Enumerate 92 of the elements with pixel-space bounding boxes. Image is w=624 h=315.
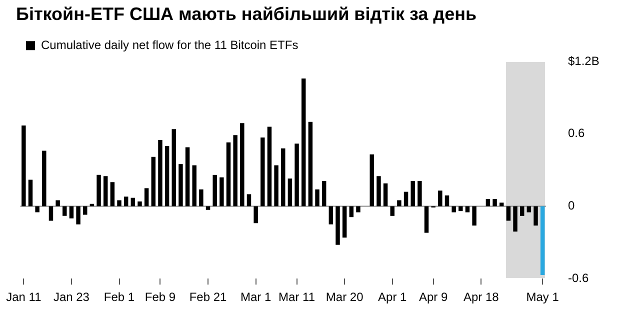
y-tick-label: 0 bbox=[568, 198, 575, 213]
bar bbox=[540, 206, 545, 275]
bar bbox=[48, 206, 54, 221]
bar bbox=[130, 198, 136, 206]
bar bbox=[226, 142, 231, 206]
bar bbox=[172, 129, 176, 206]
bar bbox=[520, 206, 524, 216]
bar bbox=[328, 206, 334, 224]
y-tick-label: $1.2B bbox=[568, 54, 600, 68]
bar bbox=[117, 200, 122, 206]
bar bbox=[158, 140, 162, 206]
bar bbox=[418, 180, 422, 206]
bar bbox=[342, 206, 347, 238]
bar bbox=[492, 199, 497, 206]
bar bbox=[301, 78, 306, 206]
x-tick-label: Jan 23 bbox=[53, 290, 90, 304]
bar bbox=[438, 190, 442, 206]
bar bbox=[69, 206, 74, 218]
bar bbox=[240, 123, 244, 206]
bar bbox=[336, 206, 340, 245]
bar bbox=[308, 122, 313, 206]
bar bbox=[294, 144, 299, 206]
bar bbox=[185, 147, 190, 206]
bar bbox=[151, 156, 156, 206]
bar bbox=[42, 150, 46, 206]
bar bbox=[322, 180, 326, 206]
bar bbox=[144, 188, 149, 206]
bar bbox=[192, 165, 196, 206]
bar bbox=[315, 189, 320, 206]
y-tick-label: -0.6 bbox=[568, 270, 590, 285]
bar bbox=[212, 174, 217, 206]
bar bbox=[370, 154, 374, 206]
bar bbox=[274, 165, 278, 206]
bar bbox=[267, 126, 272, 206]
bar bbox=[56, 200, 60, 206]
bar bbox=[233, 135, 238, 206]
bar bbox=[526, 206, 532, 212]
bar bbox=[404, 192, 408, 206]
x-tick-label: Apr 9 bbox=[419, 290, 448, 304]
bar bbox=[500, 202, 504, 206]
y-tick-label: 0.6 bbox=[568, 126, 586, 140]
bar bbox=[465, 206, 470, 212]
chart-title: Біткойн-ETF США мають найбільший відтік за день bbox=[16, 4, 477, 24]
bar bbox=[376, 176, 381, 206]
bar bbox=[486, 199, 490, 206]
bar bbox=[356, 206, 360, 212]
bar bbox=[138, 201, 142, 206]
bar bbox=[28, 180, 33, 206]
bar bbox=[410, 180, 415, 206]
bar bbox=[110, 182, 115, 206]
bar bbox=[534, 206, 538, 226]
bar bbox=[22, 125, 26, 206]
x-tick-label: Apr 1 bbox=[378, 290, 408, 304]
bar bbox=[206, 206, 210, 210]
bar bbox=[35, 206, 40, 212]
bar bbox=[246, 194, 252, 206]
bar bbox=[424, 206, 429, 233]
x-tick-label: Mar 20 bbox=[326, 290, 364, 304]
bar bbox=[103, 176, 108, 206]
bar bbox=[452, 206, 456, 212]
bar bbox=[397, 200, 402, 206]
bar bbox=[260, 138, 265, 206]
x-tick-label: Jan 11 bbox=[6, 290, 42, 304]
bar bbox=[220, 177, 224, 206]
bar bbox=[472, 206, 476, 226]
bar bbox=[164, 146, 170, 206]
bar bbox=[254, 206, 258, 224]
x-tick-label: May 1 bbox=[526, 290, 560, 304]
bar bbox=[199, 189, 204, 206]
bar bbox=[178, 164, 183, 206]
bar bbox=[513, 206, 518, 232]
bar bbox=[506, 206, 511, 221]
x-tick-label: Feb 1 bbox=[104, 290, 135, 304]
bar bbox=[458, 206, 463, 212]
x-tick-label: Mar 11 bbox=[278, 290, 316, 304]
bar bbox=[288, 178, 292, 206]
bar bbox=[90, 204, 94, 206]
bar bbox=[390, 206, 394, 216]
legend-label: Cumulative daily net flow for the 11 Bitcoin ETFs bbox=[41, 38, 298, 52]
bar bbox=[383, 183, 388, 206]
bar bbox=[349, 206, 354, 218]
bar bbox=[96, 174, 101, 206]
x-tick-label: Apr 18 bbox=[463, 290, 500, 304]
bar bbox=[83, 206, 88, 215]
x-tick-label: Feb 9 bbox=[144, 290, 176, 304]
x-tick-label: Mar 1 bbox=[240, 290, 272, 304]
x-tick-label: Feb 21 bbox=[189, 290, 228, 304]
bar bbox=[444, 195, 450, 206]
bar bbox=[281, 148, 286, 206]
bar bbox=[62, 206, 67, 216]
bar bbox=[124, 196, 128, 206]
bar bbox=[76, 206, 80, 224]
